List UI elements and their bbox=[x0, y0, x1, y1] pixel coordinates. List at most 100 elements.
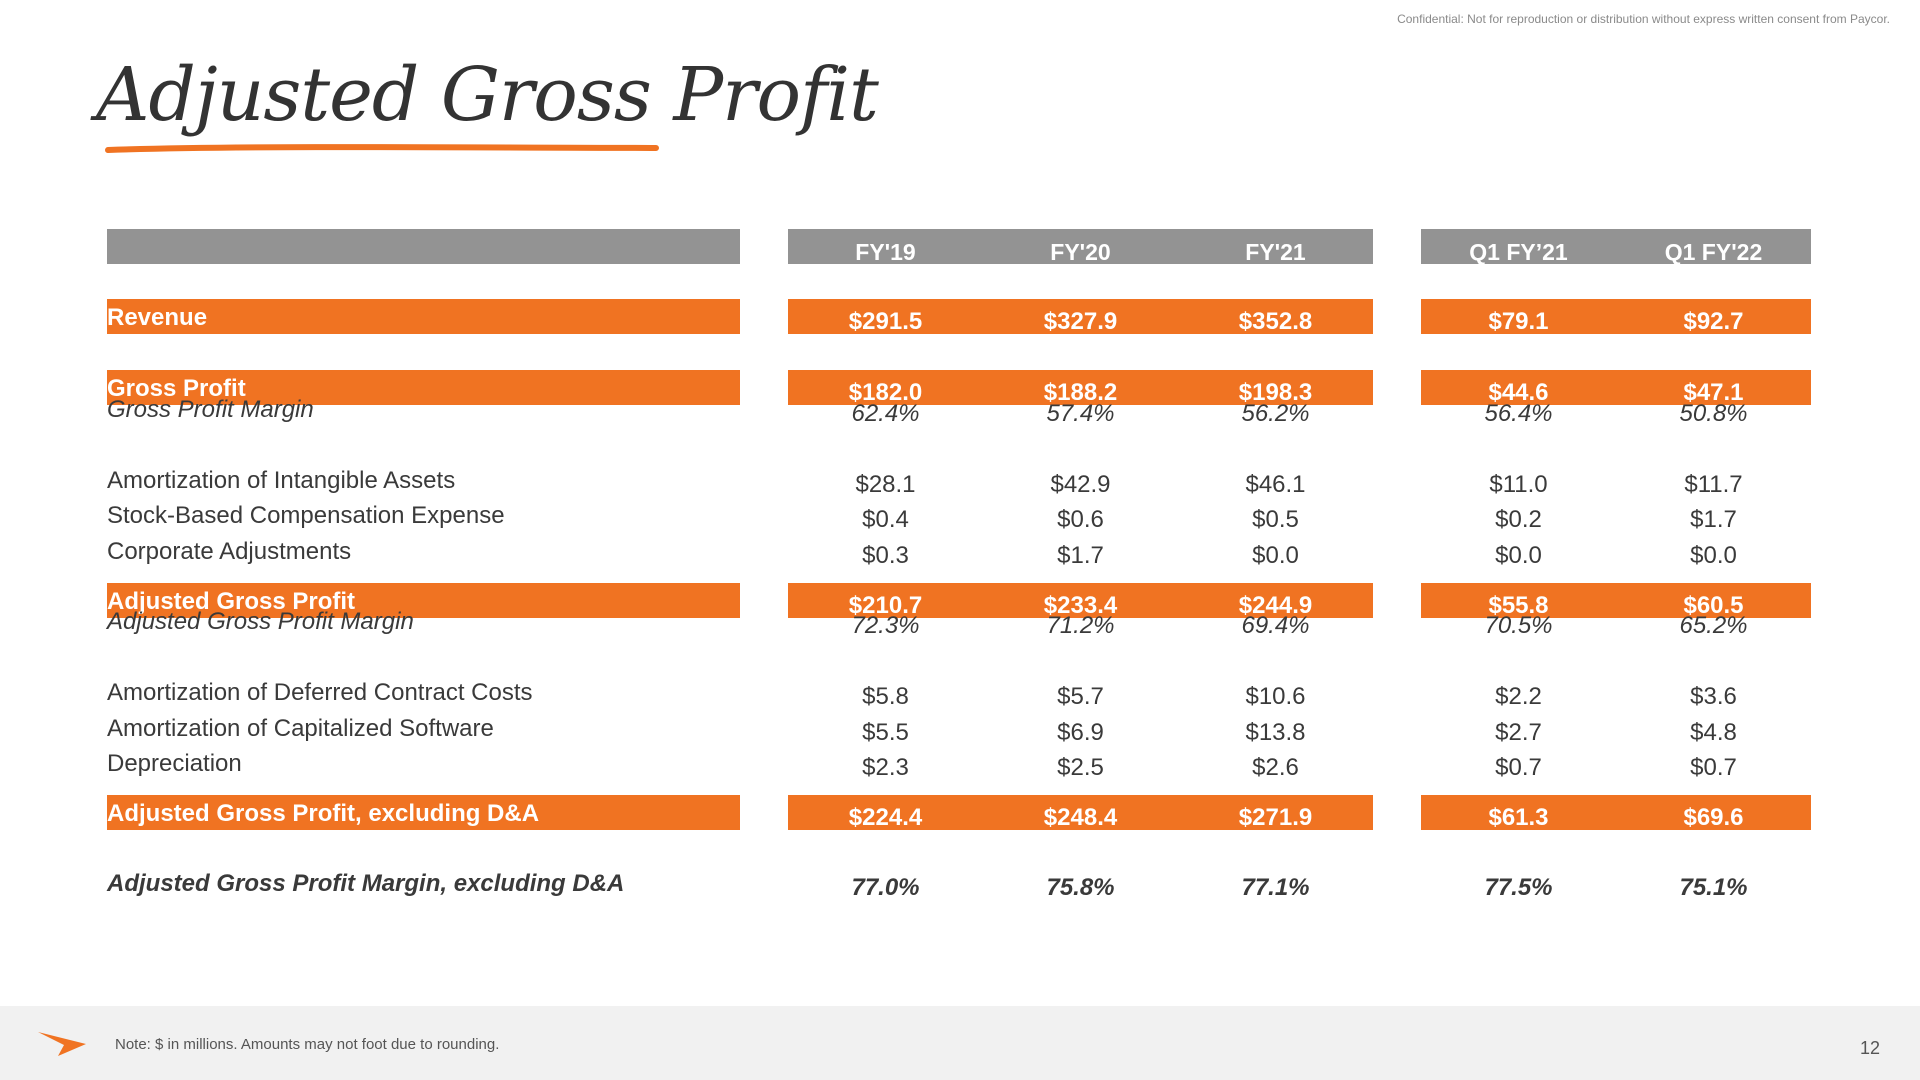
table-cell: $44.6 bbox=[1488, 379, 1549, 406]
table-cell: $2.7 bbox=[1495, 719, 1542, 746]
table-cell: 77.5% bbox=[1484, 874, 1553, 901]
table-cell: $69.6 bbox=[1683, 804, 1744, 831]
table-cell: $55.8 bbox=[1488, 592, 1549, 619]
table-cell: $6.9 bbox=[1057, 719, 1104, 746]
table-cell: $3.6 bbox=[1690, 683, 1737, 710]
table-cell: 75.8% bbox=[1046, 874, 1115, 901]
footer-bar: Note: $ in millions. Amounts may not foo… bbox=[0, 1006, 1920, 1080]
table-cell: $210.7 bbox=[848, 592, 923, 619]
table-cell: 57.4% bbox=[1046, 400, 1115, 427]
table-cell: $60.5 bbox=[1683, 592, 1744, 619]
table-cell: $0.7 bbox=[1495, 754, 1542, 781]
row-label: Corporate Adjustments bbox=[107, 538, 352, 565]
table-cell: $5.7 bbox=[1057, 683, 1104, 710]
table-cell: 69.4% bbox=[1241, 612, 1310, 639]
table-cell: $182.0 bbox=[848, 379, 923, 406]
table-cell: $0.0 bbox=[1252, 542, 1299, 569]
highlight-bar bbox=[788, 795, 1373, 830]
highlight-bar bbox=[107, 795, 740, 830]
table-cell: 50.8% bbox=[1679, 400, 1748, 427]
table-cell: $0.0 bbox=[1495, 542, 1542, 569]
table-cell: $61.3 bbox=[1488, 804, 1549, 831]
row-label: Revenue bbox=[107, 304, 208, 331]
row-label: Gross Profit Margin bbox=[107, 396, 314, 423]
highlight-bar bbox=[788, 299, 1373, 334]
confidential-notice: Confidential: Not for reproduction or di… bbox=[1397, 12, 1890, 26]
table-cell: $46.1 bbox=[1245, 471, 1306, 498]
column-header: FY'19 bbox=[855, 239, 916, 265]
column-header: Q1 FY’21 bbox=[1469, 239, 1568, 265]
table-cell: $0.0 bbox=[1690, 542, 1737, 569]
table-cell: $13.8 bbox=[1245, 719, 1306, 746]
table-cell: $198.3 bbox=[1238, 379, 1313, 406]
row-label: Amortization of Intangible Assets bbox=[107, 467, 456, 494]
highlight-bar bbox=[1421, 583, 1811, 618]
column-header: Q1 FY'22 bbox=[1664, 239, 1763, 265]
table-cell: $42.9 bbox=[1050, 471, 1111, 498]
highlight-bar bbox=[788, 583, 1373, 618]
highlight-bar bbox=[1421, 795, 1811, 830]
highlight-bar bbox=[1421, 299, 1811, 334]
table-cell: 75.1% bbox=[1679, 874, 1748, 901]
table-cell: $0.4 bbox=[862, 506, 909, 533]
table-cell: $224.4 bbox=[848, 804, 923, 831]
column-header: FY'21 bbox=[1245, 239, 1306, 265]
table-cell: 62.4% bbox=[851, 400, 920, 427]
footer-note: Note: $ in millions. Amounts may not foo… bbox=[115, 1036, 500, 1053]
column-header: FY'20 bbox=[1050, 239, 1111, 265]
table-cell: $244.9 bbox=[1238, 592, 1313, 619]
row-label: Adjusted Gross Profit bbox=[107, 588, 356, 615]
table-cell: $4.8 bbox=[1690, 719, 1737, 746]
highlight-bar bbox=[107, 299, 740, 334]
row-label: Adjusted Gross Profit Margin bbox=[107, 608, 414, 635]
table-cell: $233.4 bbox=[1043, 592, 1118, 619]
table-cell: $92.7 bbox=[1683, 308, 1744, 335]
table-cell: $248.4 bbox=[1043, 804, 1118, 831]
table-cell: $1.7 bbox=[1690, 506, 1737, 533]
header-bar-fiscal-years bbox=[788, 229, 1373, 264]
table-cell: $352.8 bbox=[1238, 308, 1313, 335]
table-cell: $10.6 bbox=[1245, 683, 1306, 710]
table-cell: $2.5 bbox=[1057, 754, 1104, 781]
table-cell: 77.0% bbox=[851, 874, 920, 901]
row-label: Adjusted Gross Profit Margin, excluding … bbox=[107, 870, 625, 897]
table-cell: $188.2 bbox=[1043, 379, 1118, 406]
page-title: Adjusted Gross Profit bbox=[96, 52, 879, 138]
table-cell: $28.1 bbox=[855, 471, 916, 498]
table-cell: $0.5 bbox=[1252, 506, 1299, 533]
table-cell: $2.6 bbox=[1252, 754, 1299, 781]
table-cell: 71.2% bbox=[1046, 612, 1115, 639]
highlight-bar bbox=[107, 583, 740, 618]
highlight-bar bbox=[788, 370, 1373, 405]
table-cell: $5.5 bbox=[862, 719, 909, 746]
header-bar-quarters bbox=[1421, 229, 1811, 264]
table-cell: $0.7 bbox=[1690, 754, 1737, 781]
table-cell: 56.2% bbox=[1241, 400, 1310, 427]
page-number: 12 bbox=[1859, 1038, 1880, 1058]
table-cell: $47.1 bbox=[1683, 379, 1744, 406]
table-cell: $271.9 bbox=[1238, 804, 1313, 831]
table-cell: $291.5 bbox=[848, 308, 923, 335]
table-cell: $0.3 bbox=[862, 542, 909, 569]
table-cell: $0.2 bbox=[1495, 506, 1542, 533]
table-cell: 70.5% bbox=[1484, 612, 1553, 639]
table-cell: $11.7 bbox=[1684, 471, 1743, 498]
row-label: Stock-Based Compensation Expense bbox=[107, 502, 505, 529]
table-cell: 77.1% bbox=[1241, 874, 1310, 901]
table-cell: $5.8 bbox=[862, 683, 909, 710]
table-cell: $1.7 bbox=[1057, 542, 1104, 569]
table-cell: 65.2% bbox=[1679, 612, 1748, 639]
table-cell: $79.1 bbox=[1488, 308, 1549, 335]
highlight-bar bbox=[107, 370, 740, 405]
table-cell: $2.3 bbox=[862, 754, 909, 781]
header-bar-labels bbox=[107, 229, 740, 264]
table-cell: 72.3% bbox=[851, 612, 920, 639]
row-label: Amortization of Capitalized Software bbox=[107, 715, 494, 742]
title-underline bbox=[105, 144, 659, 153]
table-cell: $2.2 bbox=[1495, 683, 1542, 710]
row-label: Adjusted Gross Profit, excluding D&A bbox=[107, 800, 540, 827]
paycor-arrow-logo-icon bbox=[38, 1032, 86, 1056]
table-cell: 56.4% bbox=[1484, 400, 1553, 427]
table-cell: $11.0 bbox=[1489, 471, 1548, 498]
table-cell: $327.9 bbox=[1043, 308, 1118, 335]
